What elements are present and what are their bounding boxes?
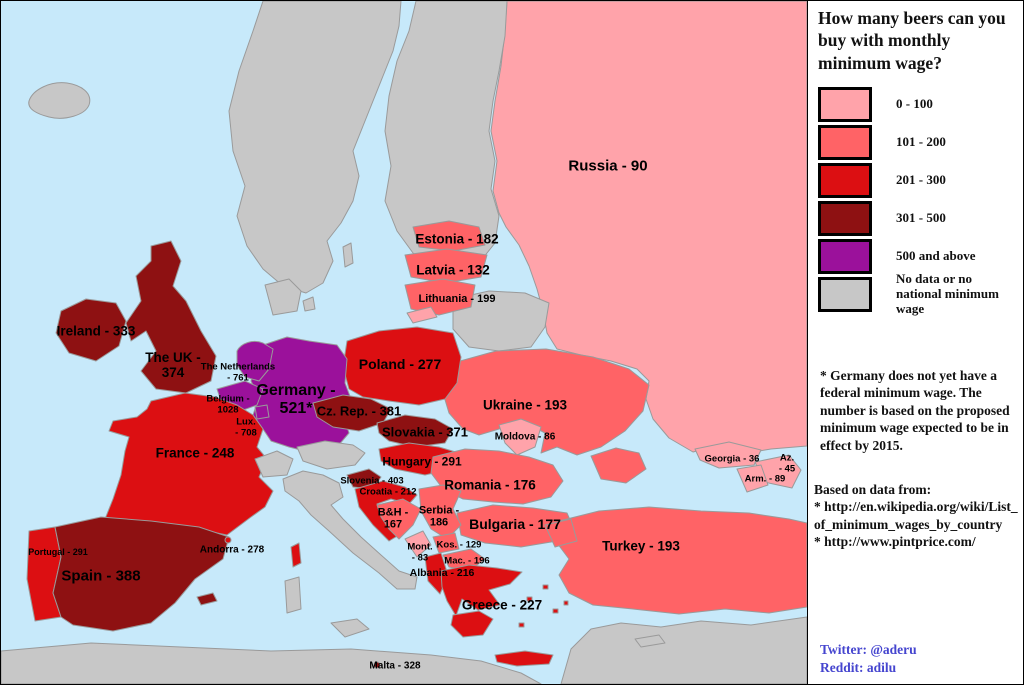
page-title: How many beers can you buy with monthly … <box>818 8 1006 73</box>
country-france-shape <box>104 392 274 536</box>
country-denmark-shape <box>264 278 302 316</box>
country-estonia-shape <box>412 220 486 252</box>
country-sicily-shape <box>330 618 370 638</box>
legend-label: 0 - 100 <box>896 96 933 112</box>
country-bosnia-shape <box>376 498 422 540</box>
legend-swatch <box>818 201 872 236</box>
country-sardinia-shape <box>284 576 302 614</box>
legend-label: 201 - 300 <box>896 172 946 188</box>
country-balearics-shape <box>196 592 218 606</box>
legend-item: 301 - 500 <box>818 201 1018 236</box>
country-spain-shape <box>52 516 230 632</box>
country-iceland-shape <box>28 82 91 119</box>
legend-item: 0 - 100 <box>818 87 1018 122</box>
country-slovakia-shape <box>376 414 454 448</box>
country-netherlands-shape <box>236 340 274 382</box>
country-armenia-shape <box>736 464 769 493</box>
country-montenegro-shape <box>404 530 432 558</box>
country-ireland-shape <box>55 298 127 362</box>
country-crimea-shape <box>590 447 647 484</box>
country-belarus-shape <box>452 290 550 352</box>
sources-heading: Based on data from: <box>814 481 932 497</box>
country-portugal-shape <box>26 526 62 622</box>
country-peloponnese-shape <box>450 610 494 638</box>
sources-list: * http://en.wikipedia.org/wiki/List_of_m… <box>814 499 1018 550</box>
legend-swatch <box>818 125 872 160</box>
legend-label: 301 - 500 <box>896 210 946 226</box>
country-serbia-shape <box>418 484 462 540</box>
country-ukraine-shape <box>442 348 650 456</box>
country-turkey-shape <box>556 506 807 615</box>
country-middle-east-shape <box>560 616 807 684</box>
country-switzerland-shape <box>254 450 294 478</box>
country-moldova-shape <box>498 418 542 456</box>
country-kaliningrad-shape <box>406 306 438 324</box>
country-corsica-shape <box>290 542 302 568</box>
country-crete-shape <box>494 650 554 667</box>
legend-label: No data or no national minimum wage <box>896 271 999 316</box>
country-malta-shape <box>373 661 381 669</box>
country-kosovo-shape <box>432 532 460 554</box>
data-sources: Based on data from: * http://en.wikipedi… <box>814 463 1022 551</box>
legend-label: 500 and above <box>896 248 976 264</box>
country-turkey-european-shape <box>544 518 578 548</box>
legend-swatch <box>818 277 872 312</box>
author-credits: Twitter: @aderu Reddit: adilu <box>820 642 917 676</box>
country-denmark-isles-shape <box>302 296 316 312</box>
legend-item: No data or no national minimum wage <box>818 271 1018 316</box>
country-aegean-islands-shape <box>518 584 569 628</box>
country-cyprus-shape <box>634 634 666 648</box>
legend-swatch <box>818 163 872 198</box>
country-luxembourg-shape <box>254 404 270 420</box>
legend: 0 - 100 101 - 200 201 - 300 301 - 500 500 an… <box>818 87 1018 317</box>
country-lithuania-shape <box>404 278 476 316</box>
legend-item: 500 and above <box>818 239 1018 274</box>
country-uk-shape <box>125 240 217 394</box>
country-andorra-shape <box>224 536 232 544</box>
country-greece-shape <box>440 564 523 617</box>
country-croatia-shape <box>354 480 418 542</box>
legend-swatch <box>818 239 872 274</box>
country-poland-shape <box>342 326 462 406</box>
legend-item: 101 - 200 <box>818 125 1018 160</box>
germany-footnote: * Germany does not yet have a federal mi… <box>820 367 1010 453</box>
country-latvia-shape <box>404 248 488 284</box>
country-georgia-shape <box>694 441 762 469</box>
country-austria-shape <box>296 440 366 470</box>
country-italy-shape <box>282 470 418 590</box>
legend-swatch <box>818 87 872 122</box>
info-panel: How many beers can you buy with monthly … <box>807 1 1023 684</box>
country-north-africa-shape <box>1 642 542 684</box>
map-area: Russia - 90 Estonia - 182 Latvia - 132 Lith… <box>1 1 807 684</box>
country-gotland-shape <box>342 242 354 268</box>
legend-item: 201 - 300 <box>818 163 1018 198</box>
country-norway-sweden-shape <box>228 1 402 294</box>
europe-map <box>1 1 807 684</box>
legend-label: 101 - 200 <box>896 134 946 150</box>
